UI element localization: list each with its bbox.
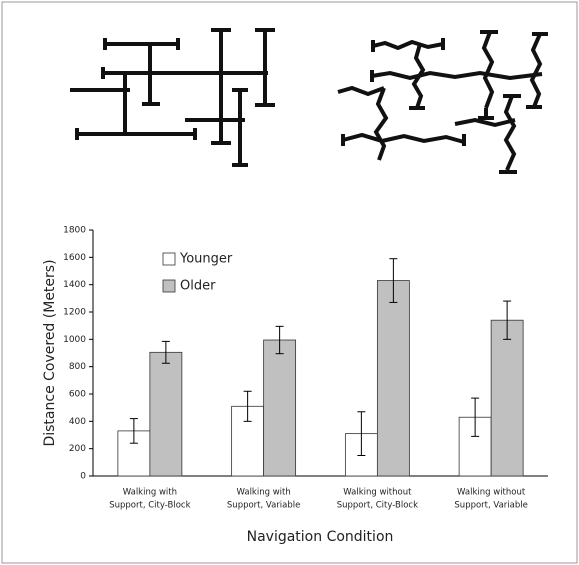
x-tick-label: Support, City-Block [109, 501, 190, 511]
maze-jagged [337, 30, 548, 174]
bar [263, 339, 297, 477]
y-tick-label: 1200 [63, 308, 86, 318]
x-tick-label: Walking with [237, 488, 291, 498]
x-tick-label: Walking without [457, 488, 526, 498]
y-tick-label: 600 [69, 390, 86, 400]
x-tick-label: Support, Variable [454, 501, 527, 511]
x-tick-label: Walking with [123, 488, 177, 498]
x-tick-label: Walking without [343, 488, 412, 498]
bar [376, 280, 410, 477]
bar [490, 319, 524, 477]
y-tick-label: 1000 [63, 335, 86, 345]
x-tick-label: Support, City-Block [337, 501, 418, 511]
maze-straight [70, 28, 275, 167]
legend-swatch [162, 279, 176, 293]
legend-label: Older [180, 279, 216, 294]
x-tick-label: Support, Variable [227, 501, 300, 511]
x-axis-title: Navigation Condition [247, 529, 394, 545]
y-tick-label: 400 [69, 417, 86, 427]
y-tick-label: 1600 [63, 253, 86, 263]
y-tick-label: 800 [69, 362, 86, 372]
bar [149, 351, 183, 477]
bar [458, 416, 492, 477]
y-tick-label: 1400 [63, 280, 86, 290]
legend-label: Younger [179, 252, 233, 267]
legend-swatch [162, 252, 176, 266]
y-tick-label: 200 [69, 444, 86, 454]
y-tick-label: 0 [80, 472, 86, 482]
y-axis-title: Distance Covered (Meters) [42, 259, 58, 446]
y-tick-label: 1800 [63, 226, 86, 236]
